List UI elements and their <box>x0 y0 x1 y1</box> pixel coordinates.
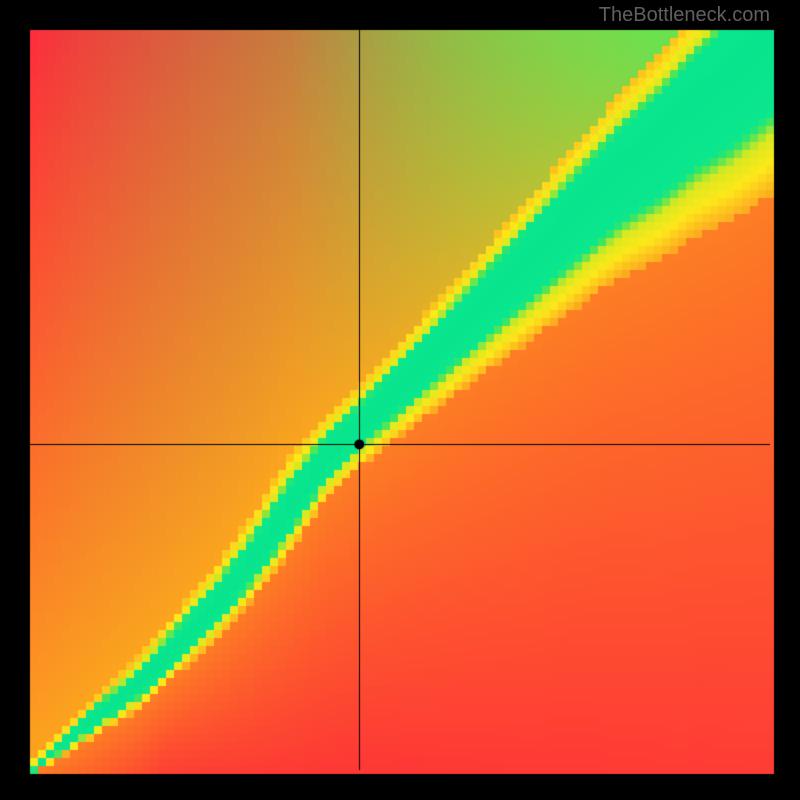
chart-container: { "watermark": { "text": "TheBottleneck.… <box>0 0 800 800</box>
watermark-text: TheBottleneck.com <box>599 4 770 27</box>
heatmap-canvas <box>0 0 800 800</box>
